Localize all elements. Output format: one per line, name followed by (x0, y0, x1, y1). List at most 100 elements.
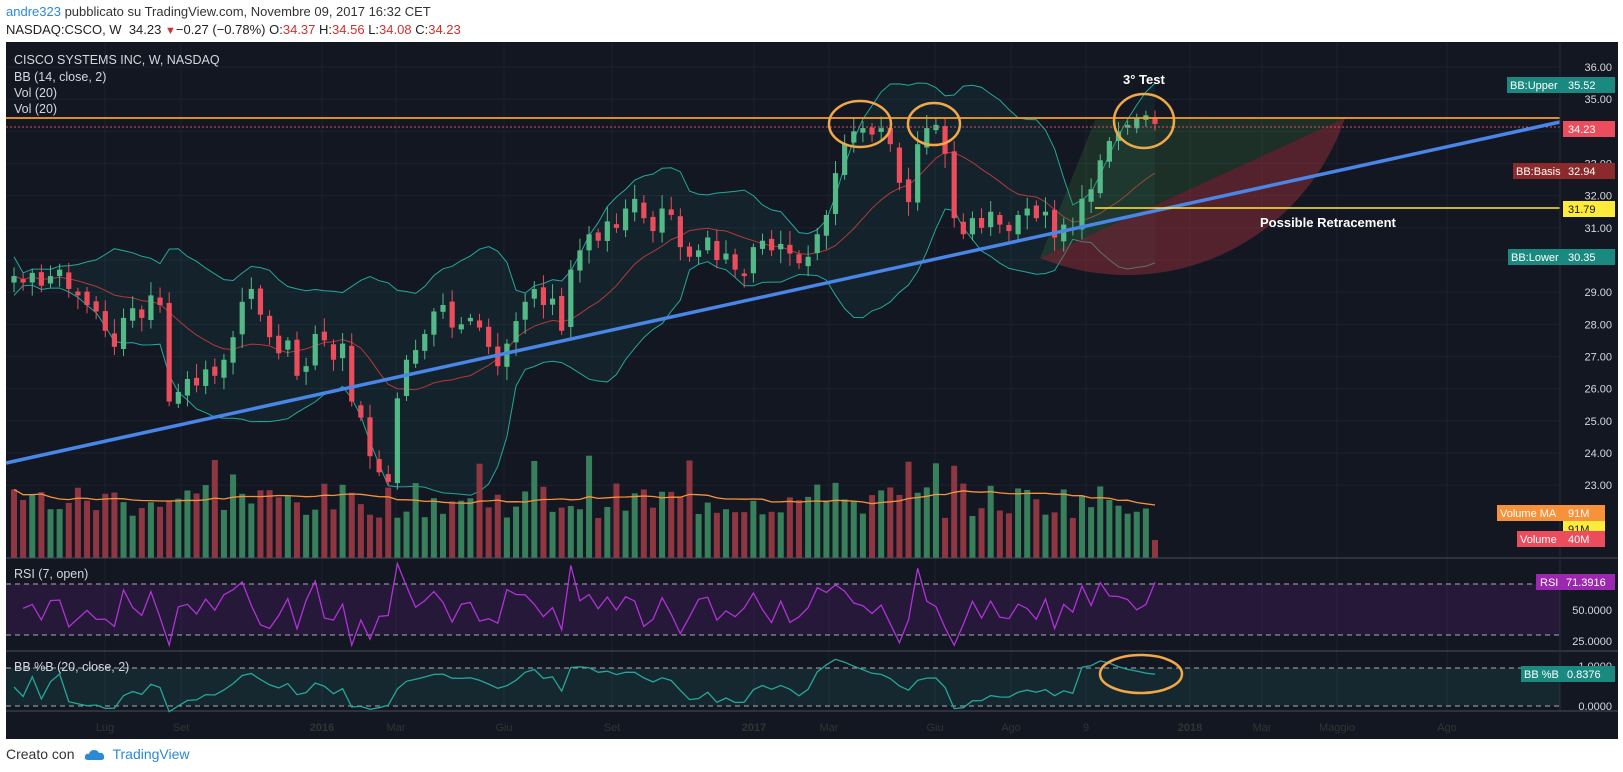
volume-bar (385, 487, 392, 558)
volume-bar (960, 483, 967, 558)
volume-bar (540, 486, 547, 558)
rsi-indicator-legend[interactable]: RSI (7, open) (14, 567, 89, 581)
top-circle-1 (827, 99, 893, 149)
bb-lower-value: 30.35 (1563, 249, 1615, 265)
candle-body (413, 350, 419, 364)
x-tick-label: Mar (387, 722, 406, 734)
svg-text:BB:Lower: BB:Lower (1511, 252, 1559, 264)
y-tick-label: 36.00 (1584, 62, 1612, 74)
volume-bar (1133, 511, 1140, 558)
volume-bar (704, 502, 711, 558)
candle-body (522, 301, 528, 320)
candle-body (750, 247, 756, 274)
volume-bar (558, 507, 565, 558)
volume-bar (686, 460, 693, 558)
price-change: −0.27 (−0.78%) (175, 22, 266, 37)
vol-indicator-legend-2[interactable]: Vol (20) (14, 102, 58, 116)
volume-bar (348, 492, 355, 558)
last-price-tag: 34.23 (1563, 121, 1615, 137)
volume-bar (47, 509, 54, 558)
candle-body (203, 369, 209, 386)
volume-bar (1060, 489, 1067, 558)
volume-bar (531, 461, 538, 558)
candle-body (130, 308, 136, 321)
volume-bar (951, 465, 958, 558)
svg-text:35.52: 35.52 (1568, 80, 1596, 92)
volume-bar (896, 494, 903, 558)
bbpb-indicator-legend[interactable]: BB %B (20, close, 2) (14, 660, 130, 674)
volume-bar (449, 501, 456, 558)
volume-bar (38, 492, 45, 558)
candle-body (905, 179, 912, 203)
header-line2: NASDAQ:CSCO, W 34.23 ▼−0.27 (−0.78%) O:3… (6, 22, 461, 37)
open-value: 34.37 (282, 22, 316, 37)
volume-bar (522, 491, 529, 558)
volume-bar (29, 494, 36, 558)
y-tick-label: 31.00 (1584, 223, 1612, 235)
y-tick-label: 27.00 (1584, 352, 1612, 364)
volume-bar (74, 487, 81, 558)
candle-body (942, 126, 948, 154)
volume-bar (111, 492, 118, 558)
candle-body (577, 250, 583, 271)
y-tick-label: 23.00 (1584, 480, 1612, 492)
candle-body (997, 215, 1003, 225)
bb-indicator-legend[interactable]: BB (14, close, 2) (14, 70, 107, 84)
high-label: H: (319, 22, 333, 37)
volume-bar (513, 506, 520, 558)
vol-indicator-legend-1[interactable]: Vol (20) (14, 86, 58, 100)
candle-body (385, 474, 391, 482)
volume-bar (366, 514, 373, 558)
volume-bar (1051, 512, 1058, 558)
volume-bar (850, 501, 857, 558)
candle-body (57, 269, 63, 277)
candle-body (741, 273, 747, 277)
candle-body (586, 234, 592, 251)
candle-body (860, 128, 866, 133)
volume-bar (1115, 505, 1122, 558)
volume-bar (814, 484, 821, 558)
candle-body (376, 459, 382, 473)
svg-text:34.23: 34.23 (1568, 124, 1596, 136)
high-value: 34.56 (332, 22, 365, 37)
candle-body (294, 339, 300, 376)
candle-body (769, 238, 775, 251)
volume-bar (750, 500, 757, 558)
candle-body (969, 218, 976, 235)
candle-body (1042, 211, 1049, 216)
candle-body (696, 250, 702, 257)
volume-bar (932, 463, 939, 558)
volume-bar (887, 487, 894, 558)
volume-bar (193, 493, 200, 558)
candle-body (1006, 224, 1012, 232)
volume-bar (220, 509, 227, 558)
volume-bar (84, 500, 91, 558)
volume-bar (485, 507, 492, 558)
candle-body (449, 301, 455, 328)
volume-bar (987, 485, 994, 558)
volume-bar (969, 515, 976, 558)
published-text: pubblicato su TradingView.com, Novembre … (64, 4, 431, 19)
volume-bar (668, 491, 675, 558)
author-link[interactable]: andre323 (6, 4, 61, 19)
volume-bar (421, 517, 428, 558)
y-tick-label: 35.00 (1584, 94, 1612, 106)
x-tick-label: Maggio (1319, 722, 1355, 734)
rsi-tick-2: 25.0000 (1572, 636, 1612, 648)
candle-body (851, 131, 857, 143)
volume-bar (996, 510, 1003, 558)
candle-body (1106, 140, 1112, 162)
candle-body (887, 127, 893, 145)
candle-body (978, 218, 985, 228)
volume-bar (1152, 540, 1158, 558)
volume-bar (604, 506, 611, 558)
volume-bar (576, 509, 583, 558)
retracement-zone (1040, 118, 1345, 276)
volume-bar (695, 513, 702, 558)
bbpb-tag: BB %B (1521, 666, 1563, 682)
candle-body (650, 216, 656, 232)
candle-body (823, 214, 829, 236)
tradingview-link[interactable]: TradingView (112, 746, 190, 762)
candle-body (340, 343, 346, 359)
